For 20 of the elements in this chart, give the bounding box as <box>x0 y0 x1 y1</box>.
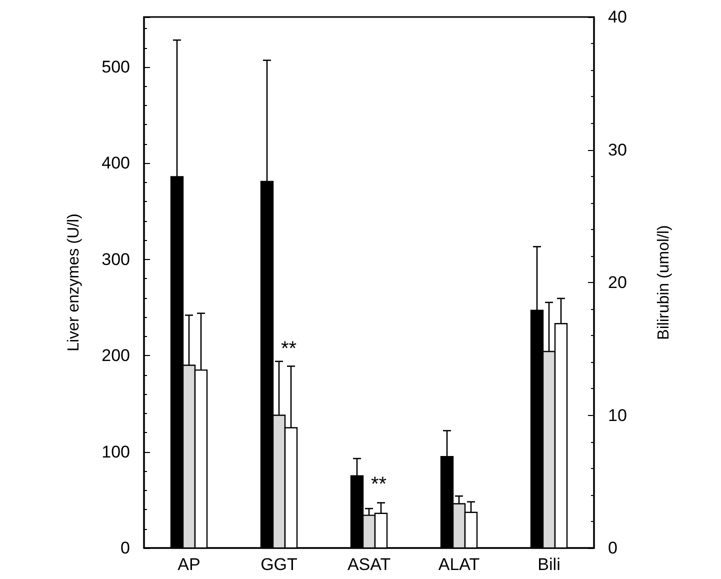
y-tick-label: 500 <box>102 58 130 77</box>
annotation: ** <box>371 474 387 496</box>
y2-tick-label: 40 <box>608 8 627 26</box>
y-tick-label: 400 <box>102 154 130 173</box>
annotation: ** <box>281 338 297 360</box>
x-tick-label: GGT <box>260 555 298 574</box>
y2-tick-label: 30 <box>608 140 627 160</box>
y2-tick-label: 10 <box>608 406 627 425</box>
y-tick-label: 0 <box>120 538 130 558</box>
y-tick-label: 200 <box>102 346 130 366</box>
y-tick-label: 100 <box>102 442 130 462</box>
x-tick-label: ALAT <box>438 555 480 574</box>
y2-tick-label: 20 <box>608 273 627 292</box>
y2-tick-label: 0 <box>608 538 618 558</box>
x-tick-label: ASAT <box>347 555 391 574</box>
y-tick-label: 300 <box>102 250 130 269</box>
y-axis-title: Liver enzymes (U/l) <box>66 214 82 352</box>
x-tick-label: AP <box>178 555 200 574</box>
x-tick-label: Bili <box>538 555 560 574</box>
y2-axis-title: Bilirubin (umol/l) <box>656 225 672 340</box>
